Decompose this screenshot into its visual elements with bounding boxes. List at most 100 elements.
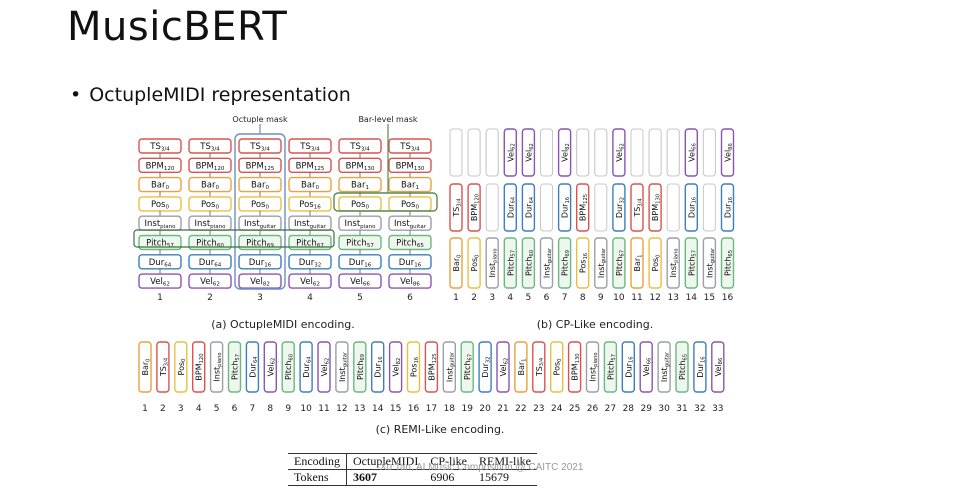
- token-type: Pitch: [396, 238, 417, 248]
- token-sub: 32: [485, 356, 491, 363]
- token-sub: 0: [215, 204, 219, 210]
- token-sub: 0: [456, 255, 462, 258]
- token-label: Bar0: [251, 180, 270, 191]
- token-sub: 0: [415, 204, 419, 210]
- column-index: 15: [704, 293, 715, 303]
- token-label: Dur64: [199, 257, 222, 268]
- token-label: Pos0: [176, 359, 186, 376]
- token-type: Vel: [391, 364, 400, 376]
- token-sub: 3/4: [539, 357, 545, 366]
- column-index: 4: [307, 293, 313, 303]
- token-sub: 57: [510, 250, 516, 257]
- column-index: 12: [336, 404, 347, 414]
- token-type: Pitch: [524, 257, 533, 276]
- token-type: Pos: [351, 199, 366, 209]
- token-type: BPM: [570, 363, 579, 380]
- token-type: Inst: [488, 263, 497, 278]
- token-box: [711, 341, 725, 393]
- token-type: Dur: [299, 257, 315, 267]
- token-box: [209, 341, 224, 393]
- token-label: BPM125: [427, 353, 437, 380]
- column-index: 31: [676, 404, 687, 414]
- token-label: BPM120: [196, 161, 225, 172]
- table-cell: 3607: [346, 469, 425, 486]
- token-type: TS: [633, 207, 642, 218]
- token-sub: 16: [378, 356, 384, 363]
- token-box: [612, 237, 626, 289]
- token-sub: piano: [217, 352, 223, 366]
- token-type: BPM: [146, 161, 164, 171]
- token-type: Inst: [596, 263, 605, 278]
- token-type: Dur: [373, 362, 382, 377]
- column-index: 12: [649, 293, 660, 303]
- token-box: [532, 341, 546, 393]
- column-index: 24: [551, 404, 563, 414]
- token-box: [557, 237, 572, 289]
- octuple-mask-label: Octuple mask: [232, 115, 288, 124]
- token-sub: 69: [267, 243, 275, 249]
- slide-title: MusicBERT: [67, 4, 288, 50]
- token-type: Dur: [199, 257, 215, 267]
- token-label: Dur32: [299, 257, 321, 268]
- token-label: Dur64: [524, 196, 534, 218]
- token-label: Pos0: [251, 199, 269, 210]
- token-sub: guitar: [709, 247, 715, 263]
- token-sub: 16: [691, 197, 697, 204]
- token-box: [485, 237, 499, 289]
- token-sub: guitar: [546, 247, 552, 263]
- token-box: [684, 237, 698, 289]
- token-label: Pitch67: [463, 354, 473, 380]
- token-sub: 120: [474, 194, 480, 204]
- token-box: [156, 341, 170, 393]
- token-label: Instguitar: [294, 219, 327, 230]
- column-index: 6: [407, 293, 413, 303]
- column-index: 3: [178, 404, 184, 414]
- column-index: 14: [686, 293, 698, 303]
- token-label: Pitch67: [614, 250, 624, 276]
- token-type: Bar: [201, 180, 216, 190]
- empty-token-box: [594, 128, 608, 177]
- token-box: [521, 237, 536, 289]
- column-index: 10: [300, 404, 312, 414]
- column-index: 16: [722, 293, 734, 303]
- token-type: TS: [349, 142, 361, 152]
- table-cell: 15679: [473, 469, 537, 486]
- token-label: Pitch57: [506, 250, 516, 276]
- token-sub: 60: [217, 243, 225, 249]
- token-type: Dur: [506, 203, 515, 218]
- token-label: Vel86: [400, 277, 420, 288]
- column-index: 26: [587, 404, 599, 414]
- token-sub: 125: [431, 353, 437, 363]
- token-type: Dur: [249, 257, 265, 267]
- token-sub: 62: [503, 358, 509, 365]
- token-sub: 0: [145, 359, 151, 362]
- column-index: 3: [257, 293, 263, 303]
- token-type: Bar: [151, 180, 166, 190]
- token-label: Bar0: [141, 359, 151, 376]
- token-label: Bar0: [151, 180, 170, 191]
- token-type: Pos: [201, 199, 216, 209]
- column-index: 10: [613, 293, 625, 303]
- token-label: Pos16: [578, 253, 588, 273]
- token-sub: 1: [366, 185, 370, 191]
- token-sub: 32: [619, 197, 625, 204]
- token-type: Pos: [251, 199, 266, 209]
- token-box: [138, 341, 152, 393]
- token-box: [693, 341, 707, 393]
- token-type: Pitch: [463, 361, 472, 380]
- token-type: Pitch: [284, 361, 293, 380]
- token-type: Vel: [350, 277, 363, 287]
- token-type: Inst: [294, 219, 310, 229]
- token-label: BPM130: [346, 161, 375, 172]
- token-label: Vel62: [150, 277, 170, 288]
- token-type: BPM: [196, 161, 214, 171]
- token-box: [338, 273, 382, 289]
- token-label: Pitch69: [355, 354, 365, 380]
- token-sub: 64: [528, 196, 534, 203]
- token-sub: 67: [317, 243, 325, 249]
- column-index: 9: [285, 404, 291, 414]
- token-label: Instguitar: [244, 219, 277, 230]
- token-sub: 86: [718, 358, 724, 365]
- token-label: Instpiano: [195, 219, 227, 230]
- token-box: [191, 341, 206, 393]
